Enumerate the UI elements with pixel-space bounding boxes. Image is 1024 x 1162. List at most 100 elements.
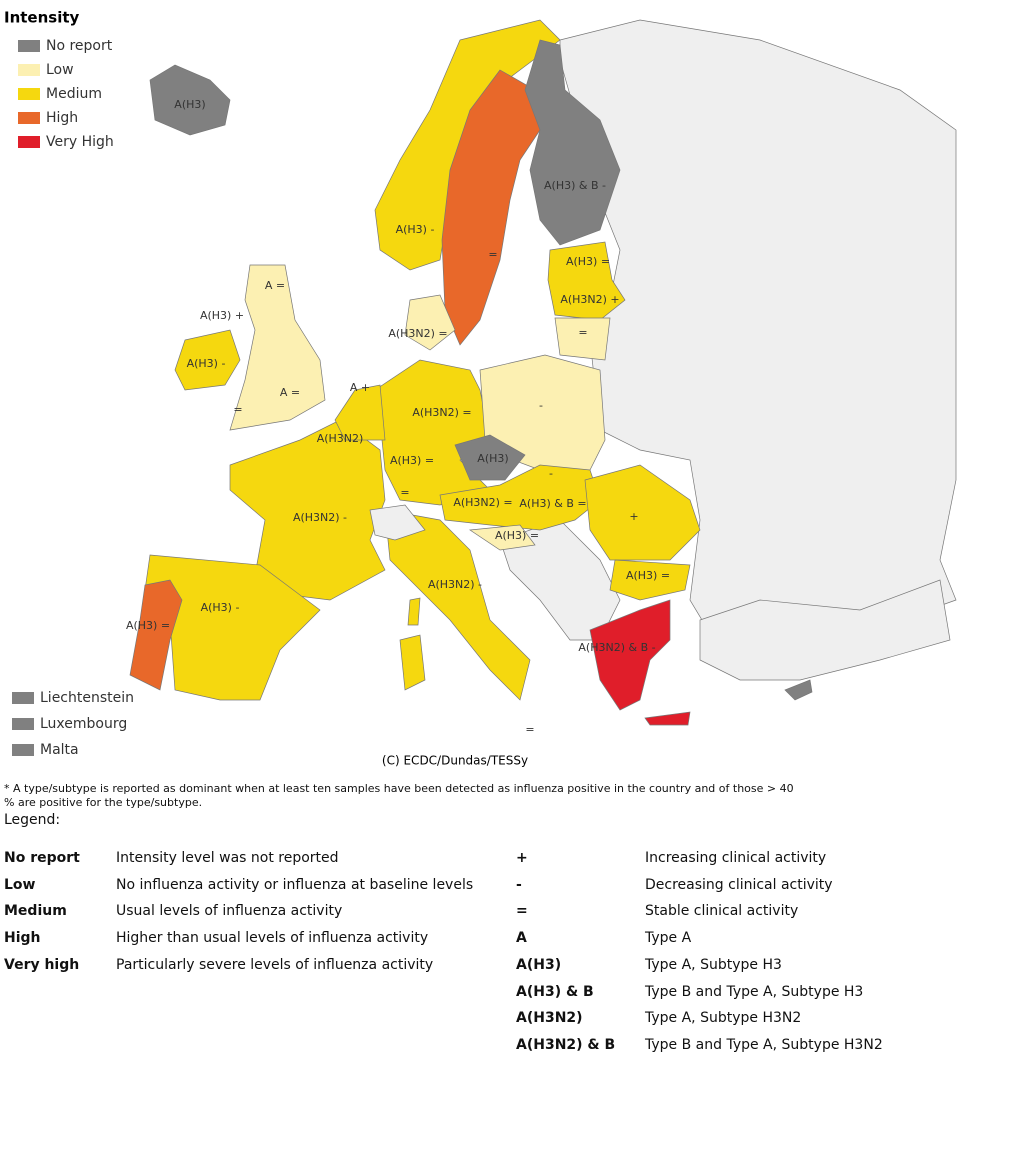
country: [229, 264, 326, 431]
map-label: +: [629, 510, 638, 523]
legend-definition: Decreasing clinical activity: [645, 876, 833, 893]
small-states-legend: Liechtenstein Luxembourg Malta: [12, 690, 134, 758]
country: [399, 634, 426, 691]
legend-definition: Type B and Type A, Subtype H3N2: [645, 1036, 883, 1053]
map-label: A(H3): [477, 452, 508, 465]
legend-term: +: [516, 850, 528, 866]
map-label: =: [233, 403, 242, 416]
country: [404, 294, 456, 351]
legend-swatch: [18, 88, 40, 100]
legend-swatch: [12, 718, 34, 730]
credit: (C) ECDC/Dundas/TESSy: [382, 754, 528, 768]
map-label: -: [549, 467, 553, 480]
legend-definition: Type A, Subtype H3: [645, 956, 782, 973]
country: [439, 464, 601, 531]
map-label: A(H3N2): [317, 432, 364, 445]
legend-swatch: [18, 112, 40, 124]
map-label: A(H3N2) -: [293, 511, 347, 524]
map-label: A(H3N2) =: [388, 327, 447, 340]
legend-heading: Legend:: [4, 812, 61, 828]
country: [407, 597, 421, 626]
country: [554, 317, 611, 361]
map-shapes: [129, 19, 957, 726]
country: [334, 384, 386, 441]
legend-term: -: [516, 876, 522, 893]
legend-swatch: [12, 744, 34, 756]
legend-term: A: [516, 930, 527, 947]
map-label: =: [488, 248, 497, 261]
map-label: A(H3) & B =: [519, 497, 586, 510]
map-label: A(H3N2) & B -: [578, 641, 655, 654]
footnote: * A type/subtype is reported as dominant…: [4, 782, 794, 809]
country: [174, 329, 241, 391]
map-label: A(H3) =: [566, 255, 610, 268]
map-label: =: [400, 486, 409, 499]
country: [369, 504, 426, 541]
country: [784, 679, 813, 701]
legend-term: High: [4, 930, 41, 947]
legend-term: A(H3): [516, 956, 562, 973]
map-label: =: [578, 326, 587, 339]
legend-swatch: [12, 692, 34, 704]
legend-term: No report: [4, 850, 80, 866]
legend: No report Low Medium High Very High: [18, 38, 114, 150]
map-label: A(H3N2) =: [412, 406, 471, 419]
country: [589, 599, 671, 711]
legend-label: Low: [46, 62, 74, 78]
legend-label: No report: [46, 38, 113, 54]
legend-label: Medium: [46, 86, 102, 102]
map-label: A(H3) =: [126, 619, 170, 632]
map-label: A(H3) +: [200, 309, 244, 322]
legend-label: Very High: [46, 134, 114, 150]
map-label: A(H3) -: [201, 601, 240, 614]
country: [524, 39, 621, 246]
map-label: A(H3): [174, 98, 205, 111]
legend-definition: No influenza activity or influenza at ba…: [116, 876, 474, 893]
legend-swatch: [18, 64, 40, 76]
country: [374, 359, 491, 506]
map-label: A(H3) =: [390, 454, 434, 467]
legend-label: Malta: [40, 742, 79, 758]
legend-term: A(H3N2): [516, 1010, 583, 1027]
map-label: A(H3N2) =: [453, 496, 512, 509]
map-labels: A(H3) A(H3) & B - A(H3) - = A(H3) = A(H3N2) +…: [126, 98, 670, 736]
map: Intensity No report Low Medium High Very Hig…: [4, 9, 957, 768]
legend-definition: Usual levels of influenza activity: [116, 903, 343, 920]
country: [384, 509, 531, 701]
legend-swatch: [18, 136, 40, 148]
country: [454, 434, 526, 481]
map-label: A(H3) & B -: [544, 179, 606, 192]
map-label: A(H3) -: [187, 357, 226, 370]
legend-term: Low: [4, 876, 36, 893]
legend-term: A(H3N2) & B: [516, 1036, 616, 1053]
map-label: -: [539, 399, 543, 412]
map-label: =: [525, 723, 534, 736]
map-label: A(H3N2) +: [560, 293, 619, 306]
map-label: A(H3) -: [396, 223, 435, 236]
legend-term: Medium: [4, 903, 67, 920]
legend-definition: Higher than usual levels of influenza ac…: [116, 930, 429, 947]
country: [609, 559, 691, 601]
country: [584, 464, 701, 561]
legend-title: Intensity: [4, 9, 80, 27]
legend-label: High: [46, 110, 78, 126]
legend-term: Very high: [4, 956, 80, 973]
legend-label: Liechtenstein: [40, 690, 134, 706]
legend-term: A(H3) & B: [516, 983, 594, 1000]
legend-definition: Type A: [645, 930, 692, 947]
map-label: A(H3N2) -: [428, 578, 482, 591]
legend-definition: Increasing clinical activity: [645, 850, 827, 866]
map-label: A(H3) =: [495, 529, 539, 542]
map-label: A(H3) =: [626, 569, 670, 582]
legend-definition: Stable clinical activity: [645, 903, 799, 920]
map-label: A =: [265, 279, 285, 292]
country: [644, 711, 691, 726]
legend-definition: Particularly severe levels of influenza …: [116, 956, 434, 973]
legend-label: Luxembourg: [40, 716, 127, 732]
map-label: A +: [350, 381, 370, 394]
country: [468, 524, 536, 551]
country: [129, 579, 183, 691]
legend-definition: Type A, Subtype H3N2: [645, 1010, 802, 1027]
legend-definition: Intensity level was not reported: [116, 850, 339, 866]
